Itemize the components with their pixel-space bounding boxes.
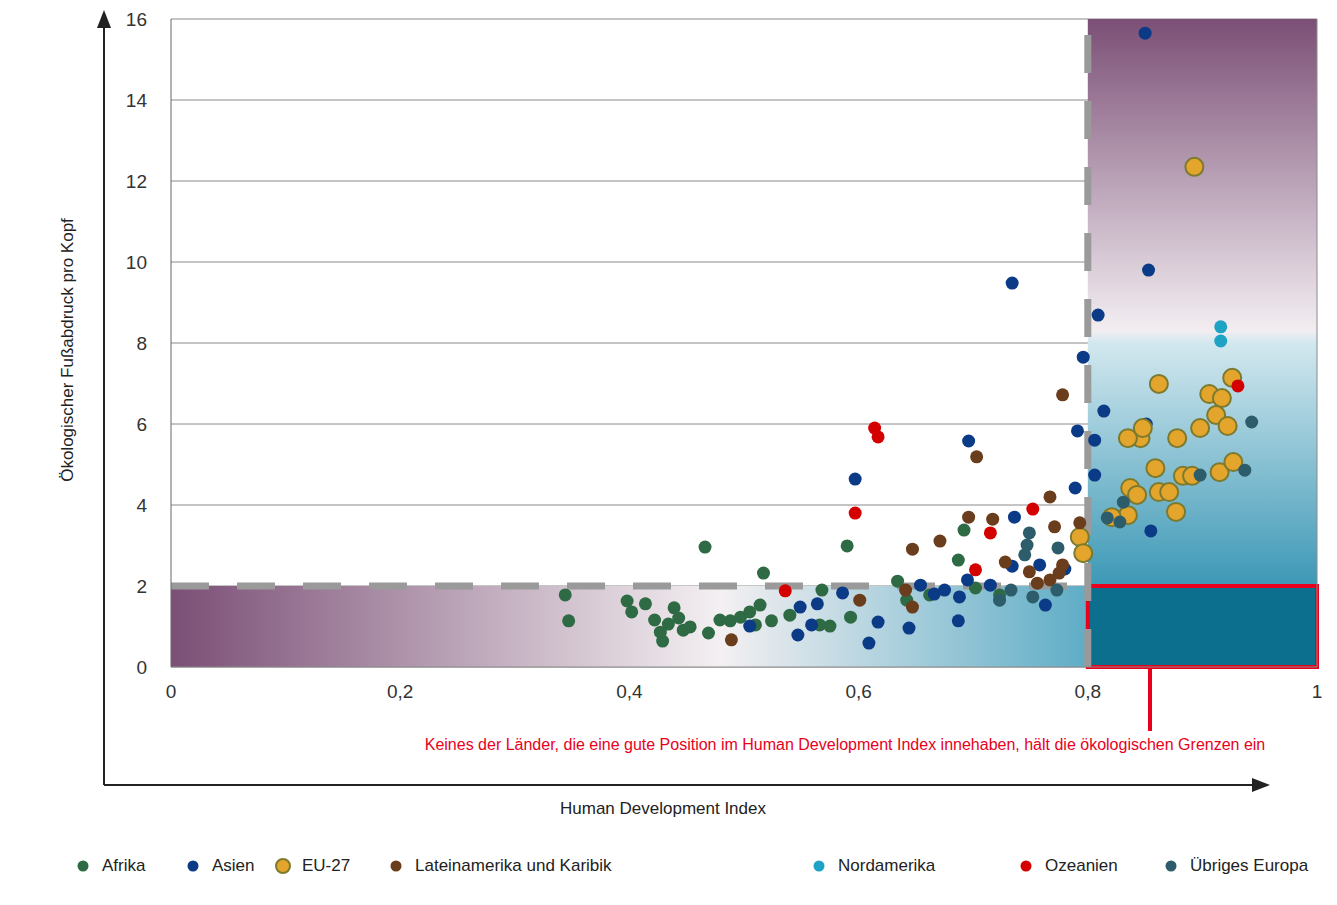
svg-text:10: 10 [126, 252, 147, 273]
svg-text:0,6: 0,6 [845, 681, 871, 702]
html-text:Human Development Index: Human Development Index [560, 799, 766, 818]
svg-text:4: 4 [136, 495, 147, 516]
html-text:EU-27: EU-27 [302, 856, 351, 875]
html-text:Ozeanien: Ozeanien [1045, 856, 1118, 875]
html-text:Lateinamerika und Karibik: Lateinamerika und Karibik [415, 856, 612, 875]
svg-text:8: 8 [136, 333, 147, 354]
svg-text:12: 12 [126, 171, 147, 192]
svg-text:6: 6 [136, 414, 147, 435]
svg-text:0,4: 0,4 [616, 681, 643, 702]
svg-text:0: 0 [136, 657, 147, 678]
html-text:Keines der Länder, die eine gu: Keines der Länder, die eine gute Positio… [424, 736, 1266, 753]
html-text:Übriges Europa: Übriges Europa [1190, 856, 1309, 875]
svg-text:0: 0 [166, 681, 177, 702]
svg-text:14: 14 [126, 90, 148, 111]
html-text:Asien: Asien [212, 856, 255, 875]
svg-text:16: 16 [126, 9, 147, 30]
svg-text:2: 2 [136, 576, 147, 597]
html-text:Nordamerika: Nordamerika [838, 856, 936, 875]
html-text:Afrika: Afrika [102, 856, 146, 875]
svg-text:0,2: 0,2 [387, 681, 413, 702]
html-text:Ökologischer Fußabdruck pro Ko: Ökologischer Fußabdruck pro Kopf [58, 218, 77, 482]
svg-text:1: 1 [1312, 681, 1323, 702]
svg-text:0,8: 0,8 [1075, 681, 1101, 702]
